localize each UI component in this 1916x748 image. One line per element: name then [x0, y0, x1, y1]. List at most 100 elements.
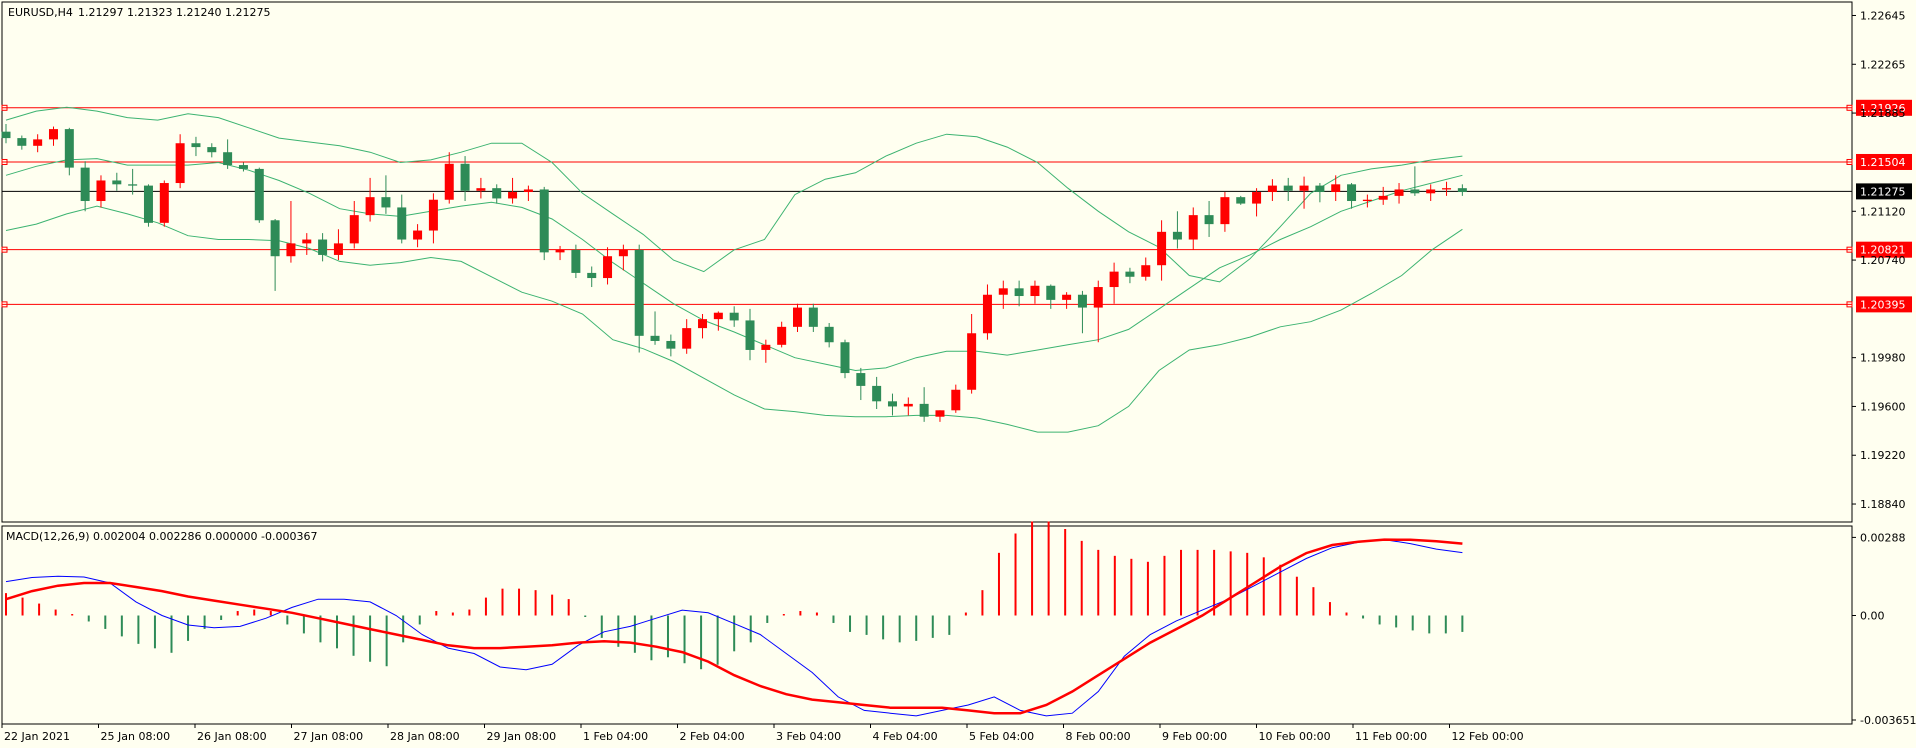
candle-body — [1426, 189, 1436, 194]
signal-line — [5, 538, 1463, 715]
candle-body — [318, 239, 328, 255]
bollinger-middle — [5, 158, 1463, 372]
candle-body — [1267, 185, 1277, 193]
x-tick-label: 10 Feb 00:00 — [1259, 730, 1331, 743]
macd-y-tick-label: 0.00288 — [1860, 531, 1906, 544]
macd-y-tick-label: -0.003651 — [1860, 714, 1916, 727]
candle-body — [808, 307, 818, 327]
candle-body — [761, 344, 771, 350]
candle-body — [571, 249, 581, 273]
candle-body — [555, 249, 565, 253]
candle-body — [523, 189, 533, 193]
candle-body — [903, 403, 913, 407]
symbol-label: EURUSD,H4 — [8, 6, 73, 19]
candle-body — [1014, 288, 1024, 297]
candle-body — [270, 220, 280, 257]
bollinger-lower — [5, 205, 1463, 433]
candle-body — [413, 230, 423, 240]
candle-body — [1172, 231, 1182, 240]
candle-body — [1125, 271, 1135, 277]
axes: 1.21926 1.21504 1.20821 1.20395 1.21275 1.226… — [1, 9, 1916, 743]
x-tick-label: 11 Feb 00:00 — [1355, 730, 1427, 743]
candle-body — [1347, 184, 1357, 202]
candle-body — [1141, 265, 1151, 277]
candle-body — [238, 165, 248, 169]
candle-body — [1236, 197, 1246, 204]
candle-body — [1315, 185, 1325, 193]
macd-panel[interactable] — [5, 521, 1464, 717]
level-marker — [1, 104, 8, 111]
level-price-label: 1.20821 — [1860, 244, 1906, 257]
x-tick-label: 5 Feb 04:00 — [969, 730, 1034, 743]
candle-body — [143, 185, 153, 223]
level-marker — [1, 246, 8, 253]
candle-body — [1157, 231, 1167, 266]
level-price-tag — [1856, 153, 1912, 170]
level-price-label: 1.21504 — [1860, 156, 1906, 169]
candle-body — [1331, 184, 1341, 193]
candle-body — [159, 183, 169, 223]
candle-body — [302, 239, 312, 244]
y-tick-label: 1.19980 — [1860, 352, 1906, 365]
level-marker — [1846, 246, 1853, 253]
candle-body — [191, 143, 201, 148]
y-tick-label: 1.18840 — [1860, 498, 1906, 511]
x-tick-label: 3 Feb 04:00 — [776, 730, 841, 743]
candle-body — [476, 188, 486, 191]
price-panel[interactable] — [1, 104, 1853, 433]
candle-body — [1220, 197, 1230, 225]
macd-line — [5, 539, 1463, 717]
candle-body — [650, 335, 660, 341]
candle-body — [1394, 189, 1404, 196]
y-tick-label: 1.19220 — [1860, 449, 1906, 462]
candle-body — [618, 249, 628, 257]
candle-body — [682, 328, 692, 349]
candle-body — [333, 243, 343, 255]
candle-body — [397, 207, 407, 240]
candle-body — [967, 333, 977, 390]
candle-body — [1077, 294, 1087, 308]
candle-body — [919, 403, 929, 417]
candle-body — [48, 129, 58, 140]
candle-body — [951, 389, 961, 411]
level-price-tag — [1856, 99, 1912, 116]
main-panel-frame — [1, 1, 1853, 523]
candle-body — [824, 326, 834, 343]
candle-body — [1442, 188, 1452, 190]
level-marker — [1, 301, 8, 308]
candle-body — [286, 243, 296, 257]
candle-body — [777, 326, 787, 345]
bollinger-upper — [5, 106, 1463, 283]
y-tick-label: 1.21120 — [1860, 205, 1906, 218]
candle-body — [460, 163, 470, 191]
candle-body — [64, 129, 74, 168]
candle-body — [587, 272, 597, 279]
candle-body — [1030, 285, 1040, 297]
y-tick-label: 1.20740 — [1860, 254, 1906, 267]
candle-body — [175, 143, 185, 184]
current-price-tag — [1856, 183, 1912, 200]
y-tick-label: 1.22645 — [1860, 9, 1906, 22]
candle-body — [128, 184, 138, 186]
level-price-tag — [1856, 296, 1912, 313]
candle-body — [666, 340, 676, 349]
candle-body — [508, 192, 518, 199]
candle-body — [935, 410, 945, 417]
x-tick-label: 22 Jan 2021 — [4, 730, 70, 743]
candle-body — [1, 131, 11, 139]
candle-body — [840, 342, 850, 374]
x-tick-label: 28 Jan 08:00 — [390, 730, 460, 743]
x-tick-label: 27 Jan 08:00 — [294, 730, 364, 743]
candle-body — [1457, 188, 1467, 193]
x-tick-label: 8 Feb 00:00 — [1066, 730, 1131, 743]
candle-body — [1109, 271, 1119, 288]
candle-body — [887, 401, 897, 407]
candle-body — [492, 188, 502, 199]
macd-label: MACD(12,26,9) 0.002004 0.002286 0.000000… — [6, 530, 317, 543]
y-tick-label: 1.19600 — [1860, 400, 1906, 413]
candle-body — [1283, 185, 1293, 191]
candle-body — [982, 294, 992, 334]
candle-body — [713, 312, 723, 320]
x-tick-label: 25 Jan 08:00 — [101, 730, 171, 743]
